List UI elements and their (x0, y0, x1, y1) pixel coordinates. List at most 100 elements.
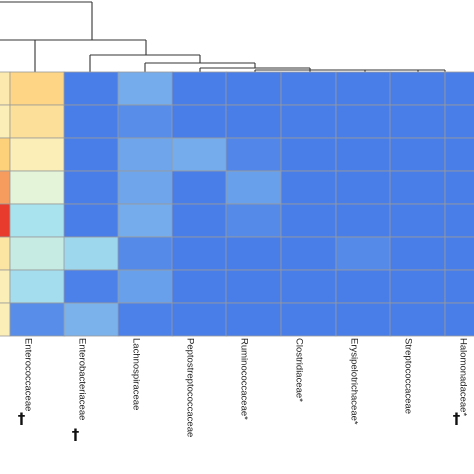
column-label-text: Clostridiaceae* (294, 338, 305, 402)
heatmap-cell (171, 137, 228, 172)
column-label-text: Halomonadaceae* (458, 338, 469, 416)
heatmap-cell (171, 203, 228, 238)
heatmap-cell (280, 170, 337, 205)
heatmap-cells (0, 71, 474, 337)
heatmap-cell (335, 137, 392, 172)
heatmap-cell (117, 203, 174, 238)
column-label-text: Peptostreptococcaceae (185, 338, 196, 437)
heatmap-cell (9, 302, 66, 337)
heatmap-cell (444, 71, 474, 106)
heatmap-cell (225, 170, 282, 205)
column-label-text: Streptococcaceae (403, 338, 414, 414)
heatmap-cell (63, 302, 120, 337)
heatmap-cell (335, 203, 392, 238)
heatmap-cell (171, 236, 228, 271)
column-label: Enterobacteriaceae † (72, 338, 88, 443)
heatmap-cell (9, 71, 66, 106)
column-label: Enterococcaceae† (18, 338, 34, 428)
heatmap-cell (389, 104, 446, 139)
heatmap-cell (335, 269, 392, 304)
heatmap-cell (171, 71, 228, 106)
heatmap-cell (280, 104, 337, 139)
heatmap-cell (117, 302, 174, 337)
heatmap-cell (117, 236, 174, 271)
heatmap-cell (0, 236, 11, 271)
heatmap-cell (225, 104, 282, 139)
heatmap-cell (225, 269, 282, 304)
heatmap-cell (0, 71, 11, 106)
heatmap-cell (0, 302, 11, 337)
heatmap-cell (0, 170, 11, 205)
column-label-text: Enterococcaceae (23, 338, 34, 411)
heatmap-cell (280, 269, 337, 304)
heatmap-cell (444, 236, 474, 271)
heatmap-cell (0, 269, 11, 304)
heatmap-cell (444, 170, 474, 205)
heatmap-cell (0, 137, 11, 172)
column-label: Halomonadaceae*† (453, 338, 469, 428)
heatmap-cell (63, 137, 120, 172)
heatmap-cell (63, 269, 120, 304)
significance-marker: † (453, 410, 461, 428)
heatmap-cell (280, 302, 337, 337)
heatmap-cell (117, 104, 174, 139)
heatmap-cell (63, 203, 120, 238)
heatmap-cell (389, 137, 446, 172)
heatmap-cell (444, 302, 474, 337)
heatmap-cell (225, 203, 282, 238)
heatmap-cell (335, 104, 392, 139)
column-label-text: Enterobacteriaceae (77, 338, 88, 420)
heatmap-cell (225, 137, 282, 172)
heatmap-cell (9, 104, 66, 139)
heatmap-cell (9, 137, 66, 172)
column-dendrogram (0, 1, 446, 72)
heatmap-cell (280, 71, 337, 106)
heatmap-cell (171, 170, 228, 205)
heatmap-cell (63, 236, 120, 271)
heatmap-cell (389, 170, 446, 205)
column-label: Streptococcaceae (403, 338, 414, 414)
heatmap-cell (225, 236, 282, 271)
heatmap-cell (9, 269, 66, 304)
heatmap-cell (0, 104, 11, 139)
heatmap-cell (171, 104, 228, 139)
heatmap-cell (444, 269, 474, 304)
heatmap-cell (335, 71, 392, 106)
heatmap-cell (9, 170, 66, 205)
column-label-text: Erysipelotrichaceae* (349, 338, 360, 425)
heatmap-cell (63, 104, 120, 139)
heatmap-cell (171, 269, 228, 304)
heatmap-cell (335, 302, 392, 337)
heatmap-cell (63, 170, 120, 205)
significance-marker: † (72, 425, 80, 443)
column-label: Clostridiaceae* (294, 338, 305, 402)
heatmap-cell (444, 203, 474, 238)
heatmap-cell (63, 71, 120, 106)
heatmap-cell (280, 236, 337, 271)
heatmap-cell (117, 71, 174, 106)
significance-marker: † (18, 410, 26, 428)
heatmap-cell (9, 203, 66, 238)
heatmap-cell (335, 170, 392, 205)
heatmap-cell (389, 203, 446, 238)
heatmap-cell (117, 170, 174, 205)
heatmap-cell (0, 203, 11, 238)
heatmap-cell (389, 269, 446, 304)
heatmap-cell (9, 236, 66, 271)
heatmap-cell (117, 269, 174, 304)
heatmap-cell (171, 302, 228, 337)
column-labels: Enterococcaceae† Enterobacteriaceae†Lachn… (18, 338, 469, 443)
column-label-text: Ruminococcaceae* (239, 338, 250, 420)
heatmap-cell (280, 203, 337, 238)
heatmap-cell (280, 137, 337, 172)
column-label: Peptostreptococcaceae (185, 338, 196, 437)
column-label: Lachnospiraceae (131, 338, 142, 410)
column-label-text: Lachnospiraceae (131, 338, 142, 410)
heatmap-cell (225, 302, 282, 337)
column-label: Erysipelotrichaceae* (349, 338, 360, 425)
heatmap-cell (389, 71, 446, 106)
column-label: Ruminococcaceae* (239, 338, 250, 420)
heatmap-cell (335, 236, 392, 271)
heatmap-cell (225, 71, 282, 106)
